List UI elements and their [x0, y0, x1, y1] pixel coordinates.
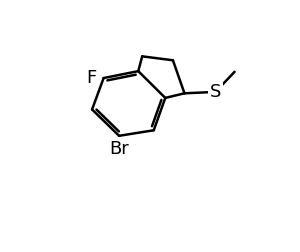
Text: S: S	[210, 83, 221, 101]
Text: Br: Br	[109, 140, 129, 158]
Text: F: F	[86, 69, 96, 87]
